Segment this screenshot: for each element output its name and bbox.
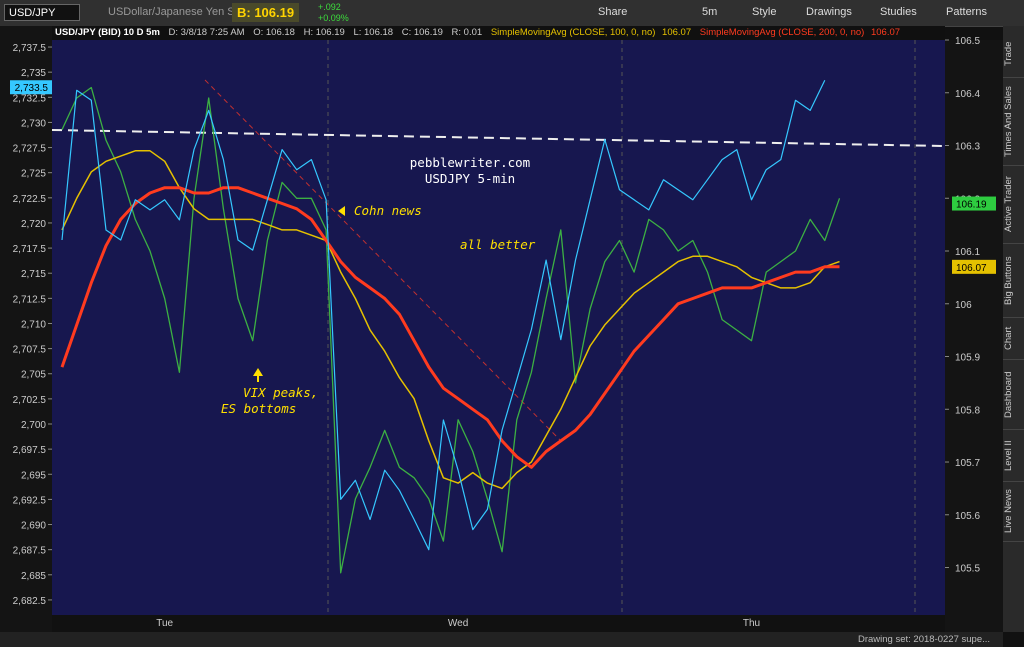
y2-tick-label: 2,712.5 (13, 294, 47, 305)
side-tab[interactable]: Level II (1003, 430, 1024, 482)
y2-tick-label: 2,735 (21, 68, 46, 79)
header-item: O: 106.18 (253, 27, 295, 38)
y2-tick-label: 2,727.5 (13, 144, 47, 155)
annotation: pebblewriter.com (410, 155, 530, 170)
y2-tick-label: 2,695 (21, 470, 46, 481)
bid: B: 106.19 (232, 3, 300, 22)
y2-tick-label: 2,697.5 (13, 445, 47, 456)
y-tick-label: 105.7 (955, 458, 980, 469)
status-text: Drawing set: 2018-0227 supe... (858, 634, 991, 645)
y2-tick-label: 2,737.5 (13, 43, 47, 54)
y2-badge-label: 2,733.5 (15, 83, 49, 94)
toolbar-button[interactable]: Share (598, 6, 628, 18)
legend-entry: SimpleMovingAvg (CLOSE, 100, 0, no) (490, 27, 656, 38)
arrow (253, 368, 263, 376)
x-tick-label: Tue (156, 618, 173, 629)
toolbar-button[interactable]: Drawings (806, 6, 852, 18)
description: USDollar/Japanese Yen Spot (108, 6, 250, 18)
y-tick-label: 105.6 (955, 511, 980, 522)
y-tick-label: 105.9 (955, 353, 980, 364)
change-pct: +0.09% (318, 13, 349, 23)
y-tick-label: 106.1 (955, 247, 980, 258)
y2-tick-label: 2,710 (21, 319, 46, 330)
y-tick-label: 106.4 (955, 89, 980, 100)
toolbar-button[interactable]: Studies (880, 6, 917, 18)
chart-header: USD/JPY (BID) 10 D 5m D: 3/8/18 7:25 AM … (52, 26, 945, 40)
y2-badge (10, 80, 52, 95)
side-tab[interactable]: Active Trader (1003, 166, 1024, 244)
header-item: H: 106.19 (303, 27, 345, 38)
price-badge (952, 196, 996, 211)
side-tab[interactable]: Times And Sales (1003, 78, 1024, 166)
trendline (204, 79, 561, 441)
symbol-box[interactable]: USD/JPY (4, 4, 80, 21)
y2-tick-label: 2,682.5 (13, 596, 47, 607)
y2-tick-label: 2,690 (21, 521, 46, 532)
y2-tick-label: 2,725 (21, 169, 46, 180)
legend-entry: SimpleMovingAvg (CLOSE, 200, 0, no) (699, 27, 865, 38)
y2-tick-label: 2,732.5 (13, 93, 47, 104)
series-line (61, 79, 826, 551)
y2-tick-label: 2,707.5 (13, 345, 47, 356)
legend-value: 106.07 (870, 27, 901, 38)
y2-tick-label: 2,715 (21, 269, 46, 280)
side-tab[interactable]: Live News (1003, 482, 1024, 542)
plot-bg (52, 40, 945, 615)
side-tab[interactable]: Big Buttons (1003, 244, 1024, 318)
arrow (338, 206, 345, 216)
header-item: R: 0.01 (451, 27, 483, 38)
annotation: ES bottoms (221, 401, 296, 416)
chart: pebblewriter.com USDJPY 5-min Cohn news … (0, 26, 1003, 632)
x-tick-label: Wed (448, 618, 468, 629)
annotation: all better (460, 237, 536, 252)
header-item: C: 106.19 (401, 27, 443, 38)
y-tick-label: 106.3 (955, 142, 980, 153)
y2-tick-label: 2,702.5 (13, 395, 47, 406)
side-tab[interactable]: Trade (1003, 30, 1024, 78)
toolbar: USD/JPY USDollar/Japanese Yen Spot B: 10… (0, 0, 1024, 27)
side-tab[interactable]: Chart (1003, 318, 1024, 360)
toolbar-button[interactable]: 5m (702, 6, 718, 18)
y-tick-label: 106 (955, 300, 972, 311)
y2-tick-label: 2,722.5 (13, 194, 47, 205)
header-item: D: 3/8/18 7:25 AM (168, 27, 245, 38)
y2-tick-label: 2,720 (21, 219, 46, 230)
toolbar-button[interactable]: Style (752, 6, 777, 18)
legend-value: 106.07 (662, 27, 692, 38)
change: +.092 (318, 2, 341, 12)
right-axis-bg (945, 40, 1003, 632)
status-bar: Drawing set: 2018-0227 supe... (0, 632, 1003, 647)
y-tick-label: 105.8 (955, 405, 980, 416)
y2-tick-label: 2,705 (21, 370, 46, 381)
y2-tick-label: 2,685 (21, 571, 46, 582)
side-tabs: Trade Times And Sales Active Trader Big But… (1003, 26, 1024, 632)
y2-tick-label: 2,717.5 (13, 244, 47, 255)
y2-tick-label: 2,700 (21, 420, 46, 431)
y2-tick-label: 2,692.5 (13, 495, 47, 506)
y2-tick-label: 2,687.5 (13, 546, 47, 557)
price-badge (952, 259, 996, 274)
series-line (60, 186, 840, 469)
header-item: L: 106.18 (353, 27, 394, 38)
annotation: USDJPY 5-min (425, 171, 515, 186)
annotation: VIX peaks, (243, 385, 318, 400)
annotation: Cohn news (354, 203, 422, 218)
series-line (61, 150, 840, 490)
y-tick-label: 105.5 (955, 564, 980, 575)
y2-tick-label: 2,730 (21, 118, 46, 129)
x-tick-label: Thu (743, 618, 760, 629)
left-axis-bg (0, 26, 52, 632)
y-tick-label: 106.5 (955, 36, 980, 47)
header-item: USD/JPY (BID) 10 D 5m (55, 27, 160, 38)
side-tab[interactable]: Dashboard (1003, 360, 1024, 430)
price-badge-label: 106.07 (956, 263, 987, 274)
price-badge-label: 106.19 (956, 200, 987, 211)
toolbar-button[interactable]: Patterns (946, 6, 987, 18)
